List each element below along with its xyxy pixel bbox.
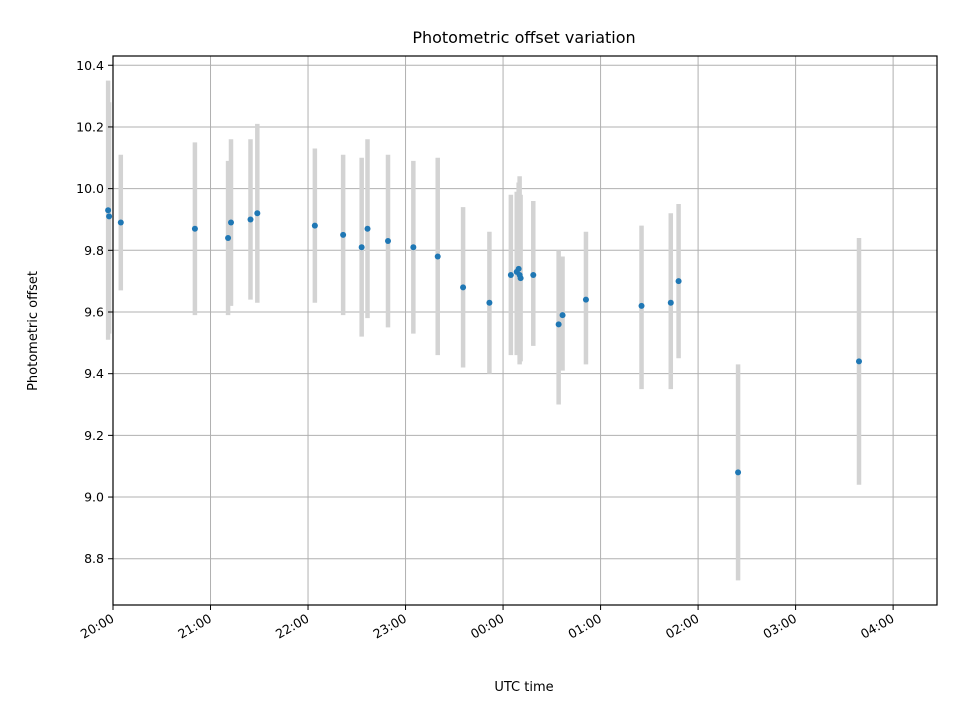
data-point — [384, 238, 391, 245]
data-point — [735, 469, 742, 476]
x-axis-label: UTC time — [494, 680, 553, 695]
plot-frame — [112, 55, 938, 606]
y-tick-label: 10.2 — [76, 119, 104, 134]
data-point — [460, 284, 467, 291]
data-point — [515, 265, 522, 272]
x-tick-label: 23:00 — [370, 611, 409, 642]
data-point — [117, 219, 124, 226]
data-point — [105, 207, 112, 214]
x-tick-label: 00:00 — [468, 611, 507, 642]
y-tick-label: 9.4 — [84, 366, 104, 381]
error-bars — [105, 80, 862, 581]
data-point — [486, 299, 493, 306]
x-tick-label: 21:00 — [175, 611, 214, 642]
data-points — [105, 207, 862, 476]
y-tick-label: 9.8 — [84, 243, 104, 258]
x-axis-ticks: 20:00 21:00 22:00 23:00 00:00 01:00 02:00 03:00… — [78, 605, 897, 642]
data-point — [340, 231, 347, 238]
data-point — [311, 222, 318, 229]
data-point — [358, 244, 365, 251]
y-tick-label: 9.2 — [84, 428, 104, 443]
y-axis-label: Photometric offset — [26, 271, 41, 391]
data-point — [254, 210, 261, 217]
data-point — [106, 213, 113, 220]
data-point — [675, 278, 682, 285]
x-tick-label: 22:00 — [273, 611, 312, 642]
y-axis-ticks: 8.8 9.0 9.2 9.4 9.6 9.8 10.0 10.2 10.4 — [76, 58, 113, 566]
y-tick-label: 10.0 — [76, 181, 104, 196]
y-tick-label: 8.8 — [84, 551, 104, 566]
data-point — [227, 219, 234, 226]
x-tick-label: 03:00 — [760, 611, 799, 642]
x-tick-label: 04:00 — [858, 611, 897, 642]
data-point — [507, 271, 514, 278]
data-point — [582, 296, 589, 303]
data-point — [364, 225, 371, 232]
data-point — [225, 234, 232, 241]
gridlines — [112, 56, 937, 605]
y-tick-label: 10.4 — [76, 58, 104, 73]
y-tick-label: 9.6 — [84, 304, 104, 319]
chart-title: Photometric offset variation — [412, 28, 635, 47]
data-point — [638, 302, 645, 309]
data-point — [855, 358, 862, 365]
data-point — [555, 321, 562, 328]
data-point — [434, 253, 441, 260]
data-point — [667, 299, 674, 306]
x-tick-label: 01:00 — [565, 611, 604, 642]
data-point — [410, 244, 417, 251]
data-point — [530, 271, 537, 278]
data-point — [191, 225, 198, 232]
data-point — [559, 312, 566, 319]
data-point — [247, 216, 254, 223]
x-tick-label: 02:00 — [663, 611, 702, 642]
y-tick-label: 9.0 — [84, 490, 104, 505]
data-point — [517, 275, 524, 282]
x-tick-label: 20:00 — [78, 611, 117, 642]
